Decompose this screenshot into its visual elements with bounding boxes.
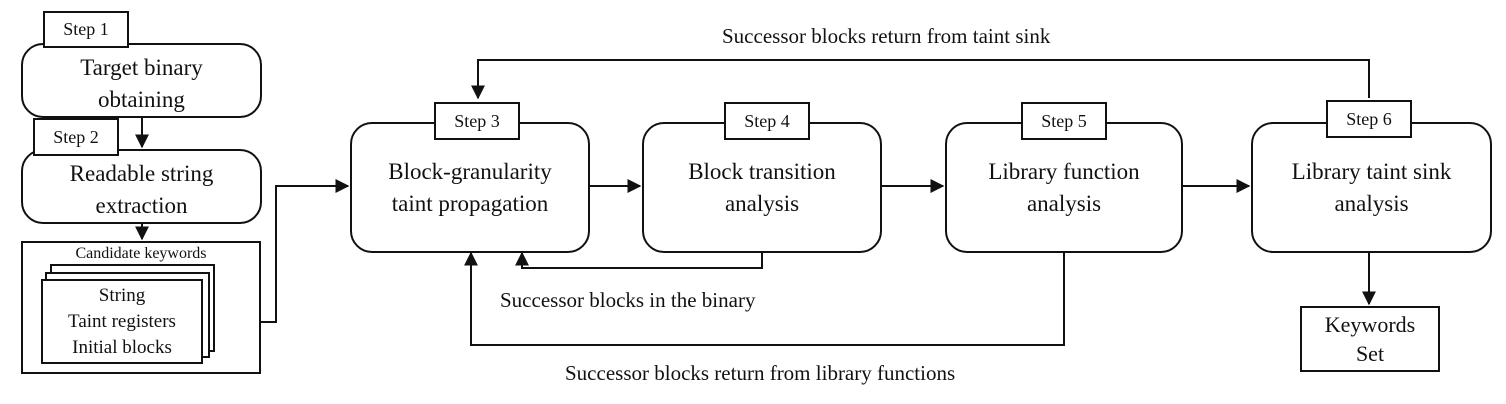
- step2-badge: Step 2: [33, 118, 119, 156]
- block-granularity-box: Block-granularity taint propagation: [350, 122, 590, 253]
- candidate-card-front: String Taint registers Initial blocks: [41, 279, 203, 364]
- library-taint-sink-box: Library taint sink analysis: [1251, 122, 1492, 253]
- target-binary-obtaining-box: Target binary obtaining: [21, 43, 262, 118]
- step5-badge: Step 5: [1021, 102, 1107, 140]
- step3-badge: Step 3: [434, 102, 520, 140]
- readable-string-extraction-text: Readable string extraction: [69, 160, 214, 218]
- candidate-items-text: String Taint registers Initial blocks: [68, 284, 176, 358]
- arrow-step4-feedback: [515, 251, 763, 269]
- readable-string-extraction-box: Readable string extraction: [21, 149, 262, 224]
- block-granularity-text: Block-granularity taint propagation: [388, 158, 552, 216]
- label-in-binary: Successor blocks in the binary: [500, 288, 756, 312]
- target-binary-obtaining-text: Target binary obtaining: [80, 54, 203, 112]
- arrow-step6-feedback: [471, 59, 1370, 100]
- library-function-box: Library function analysis: [945, 122, 1183, 253]
- step4-badge: Step 4: [724, 102, 810, 140]
- library-function-text: Library function analysis: [988, 158, 1140, 216]
- label-return-library: Successor blocks return from library fun…: [565, 361, 956, 385]
- block-transition-box: Block transition analysis: [642, 122, 882, 253]
- keywords-set-text: Keywords Set: [1324, 312, 1416, 366]
- label-return-taint-sink: Successor blocks return from taint sink: [722, 24, 1051, 48]
- step6-badge: Step 6: [1326, 100, 1412, 138]
- arrow-step5-feedback: [464, 251, 1065, 346]
- block-transition-text: Block transition analysis: [688, 158, 836, 216]
- keywords-set-box: Keywords Set: [1300, 306, 1440, 372]
- library-taint-sink-text: Library taint sink analysis: [1291, 158, 1452, 216]
- step1-badge: Step 1: [43, 11, 129, 48]
- candidate-keywords-title: Candidate keywords: [75, 245, 207, 262]
